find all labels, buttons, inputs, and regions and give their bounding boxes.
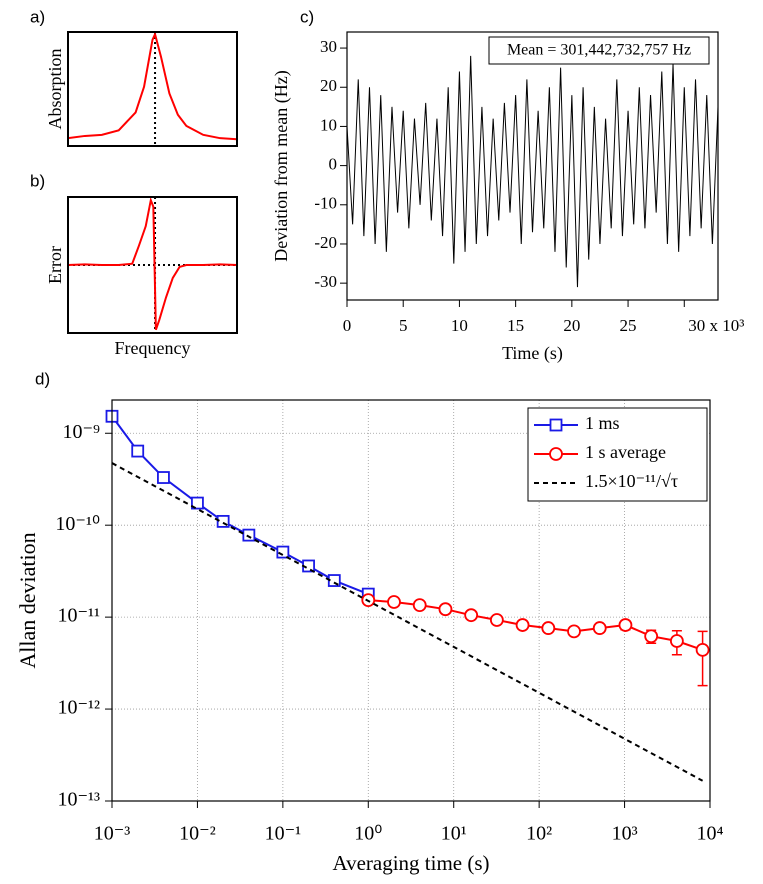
y-tick-label: 10⁻¹³ [57,789,100,811]
point [242,528,256,542]
x-tick-label: 10³ [612,823,638,845]
legend-label: 1.5×10⁻¹¹/√τ [585,471,678,491]
x-tick-label: 15 [507,316,524,335]
y-tick-label: 30 [320,37,337,56]
panel-label: a) [30,7,45,26]
point [489,613,504,627]
y-tick-label: -30 [314,272,337,291]
point [131,444,145,458]
x-axis-label: Frequency [115,338,191,358]
panel-label: d) [35,369,50,388]
y-tick-label: 10⁻⁹ [62,421,100,443]
annotation: Mean = 301,442,732,757 Hz [507,42,691,59]
point [157,471,170,484]
point [592,621,607,635]
x-tick-label: 10⁻² [179,823,216,845]
x-tick-label: 25 [620,316,637,335]
error-bar [697,630,708,687]
y-axis-label: Absorption [45,49,65,130]
legend-label: 1 ms [585,413,620,433]
plot-frame [67,31,238,147]
x-tick-label: 30 x 10³ [688,316,744,335]
y-axis-label: Allan deviation [15,532,40,668]
x-tick-label: 10² [526,823,552,845]
point [567,624,581,639]
legend-marker [549,447,563,461]
y-tick-label: 0 [329,155,338,174]
y-tick-label: 10⁻¹¹ [57,605,100,627]
point [191,496,204,510]
legend-marker [549,418,563,432]
series-line [347,55,718,288]
point [515,618,530,632]
y-tick-label: -10 [314,194,337,213]
panel-label: b) [30,171,45,190]
x-axis-label: Time (s) [502,343,563,364]
x-tick-label: 10⁻³ [94,823,131,845]
plot-frame [67,196,238,334]
point [276,545,290,559]
point [695,643,710,657]
y-tick-label: 20 [320,76,337,95]
x-tick-label: 10¹ [441,823,467,845]
series-line [68,32,237,141]
point [216,514,230,528]
y-tick-label: -20 [314,233,337,252]
point [669,634,684,648]
point [618,618,633,632]
series-line [112,462,704,782]
x-axis-label: Averaging time (s) [332,851,489,875]
y-tick-label: 10⁻¹⁰ [55,513,100,535]
point [644,629,659,644]
y-tick-label: 10 [320,115,337,134]
legend-label: 1 s average [585,442,666,462]
x-tick-label: 0 [343,316,352,335]
x-tick-label: 10 [451,316,468,335]
x-tick-label: 10⁰ [354,823,382,845]
point [438,602,453,617]
point [464,608,479,623]
series-line [68,197,237,331]
panel-label: c) [300,7,314,26]
point [412,598,427,613]
plot-frame [346,31,719,301]
y-axis-label: Error [45,246,65,284]
plot-frame [111,399,711,802]
point [387,595,401,609]
y-axis-label: Deviation from mean (Hz) [271,70,292,261]
y-tick-label: 10⁻¹² [57,697,100,719]
x-tick-label: 5 [399,316,408,335]
x-tick-label: 10⁻¹ [265,823,302,845]
series-line [112,415,369,596]
point [541,621,556,635]
x-tick-label: 10⁴ [697,823,724,845]
x-tick-label: 20 [563,316,580,335]
annotation-box [488,36,710,65]
